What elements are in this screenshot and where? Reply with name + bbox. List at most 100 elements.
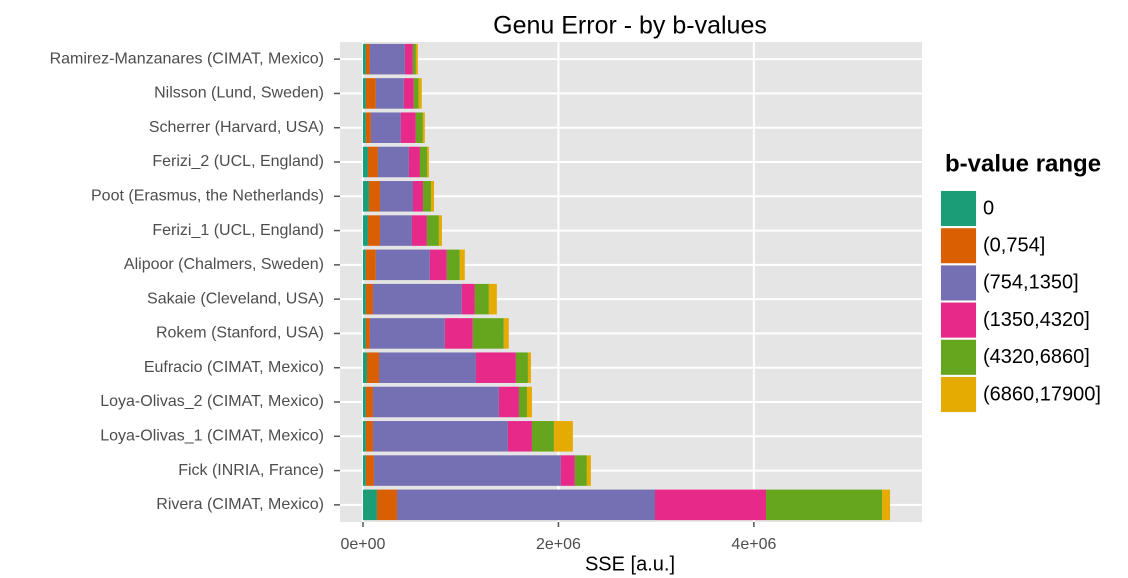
legend-swatch [941,377,976,412]
bar-segment [372,386,499,418]
bar-segment [379,181,414,212]
bar-segment [766,489,883,521]
bar-segment [507,421,532,452]
bar-segment [362,181,369,212]
legend-swatch [941,265,976,301]
bar-segment [527,352,531,383]
bar-segment [369,318,445,349]
bar-segment [375,78,404,109]
legend-title: b-value range [945,150,1101,177]
bar-segment [370,112,401,143]
bar-segment [461,283,475,315]
bar-segment [422,112,425,143]
bar-segment [472,318,504,349]
legend-swatch [941,339,976,375]
bar-segment [365,249,376,281]
bar-segment [362,421,366,452]
bar-segment [413,78,419,109]
bar-segment [403,78,414,109]
bar-segment [515,352,528,383]
bar-segment [488,283,497,315]
y-tick-label: Fick (INRIA, France) [178,462,324,479]
legend-label: (1350,4320] [983,309,1090,331]
legend-label: (754,1350] [983,272,1079,294]
x-tick-label: 4e+06 [731,536,776,553]
bar-segment [368,181,380,212]
bar-segment [413,181,423,212]
bar-segment [375,249,430,281]
legend-swatch [941,191,976,226]
bar-segment [362,215,368,246]
bar-segment [362,352,367,383]
bar-segment [444,318,473,349]
y-tick-label: Rokem (Stanford, USA) [156,325,324,342]
bar-segment [474,283,489,315]
bar-segment [396,489,655,521]
bar-segment [366,352,379,383]
bar-segment [369,43,405,75]
legend-swatch [941,228,976,264]
bar-segment [459,249,465,281]
bar-segment [362,489,377,521]
bar-segment [429,249,447,281]
y-tick-label: Ferizi_1 (UCL, England) [152,222,324,239]
bar-segment [518,386,527,418]
bar-segment [365,112,371,143]
bar-segment [430,181,435,212]
bar-segment [362,283,366,315]
bar-segment [365,386,373,418]
bar-segment [376,489,397,521]
bar-segment [362,318,366,349]
legend-label: (6860,17900] [983,383,1101,405]
y-tick-label: Sakaie (Cleveland, USA) [147,290,324,307]
y-tick-label: Nilsson (Lund, Sweden) [154,85,324,102]
bar-segment [426,215,439,246]
y-tick-label: Loya-Olivas_2 (CIMAT, Mexico) [100,393,324,410]
y-tick-label: Poot (Erasmus, the Netherlands) [91,188,324,205]
bar-segment [365,78,376,109]
bar-segment [365,455,374,486]
legend-label: 0 [983,197,994,219]
bar-segment [362,386,366,418]
bar-segment [372,283,462,315]
y-tick-label: Ramirez-Manzanares (CIMAT, Mexico) [50,50,324,67]
bar-segment [526,386,532,418]
bar-segment [362,112,366,143]
bar-segment [365,421,373,452]
chart-title: Genu Error - by b-values [493,12,767,40]
bar-segment [362,249,366,281]
bar-segment [574,455,587,486]
bar-segment [654,489,767,521]
x-tick-label: 0e+00 [340,536,385,553]
y-tick-label: Rivera (CIMAT, Mexico) [156,496,324,513]
bar-segment [365,43,370,75]
bar-segment [408,146,420,178]
bar-segment [367,146,378,178]
legend-label: (0,754] [983,234,1045,256]
x-axis-label: SSE [a.u.] [585,553,675,575]
legend-swatch [941,302,976,338]
bar-segment [422,181,431,212]
bar-segment [475,352,516,383]
bar-segment [503,318,509,349]
bar-segment [367,215,380,246]
bar-segment [426,146,429,178]
bar-segment [411,215,427,246]
bar-segment [379,215,412,246]
y-tick-label: Scherrer (Harvard, USA) [149,119,324,136]
bar-segment [372,421,508,452]
bar-segment [446,249,460,281]
bar-segment [378,352,476,383]
bar-segment [377,146,409,178]
bar-segment [498,386,519,418]
bar-segment [553,421,573,452]
bar-segment [419,146,427,178]
y-tick-label: Ferizi_2 (UCL, England) [152,153,324,170]
bar-segment [415,43,418,75]
bar-segment [404,43,413,75]
bar-segment [438,215,442,246]
y-tick-label: Eufracio (CIMAT, Mexico) [144,359,324,376]
y-tick-label: Alipoor (Chalmers, Sweden) [124,256,324,273]
bar-segment [365,318,370,349]
